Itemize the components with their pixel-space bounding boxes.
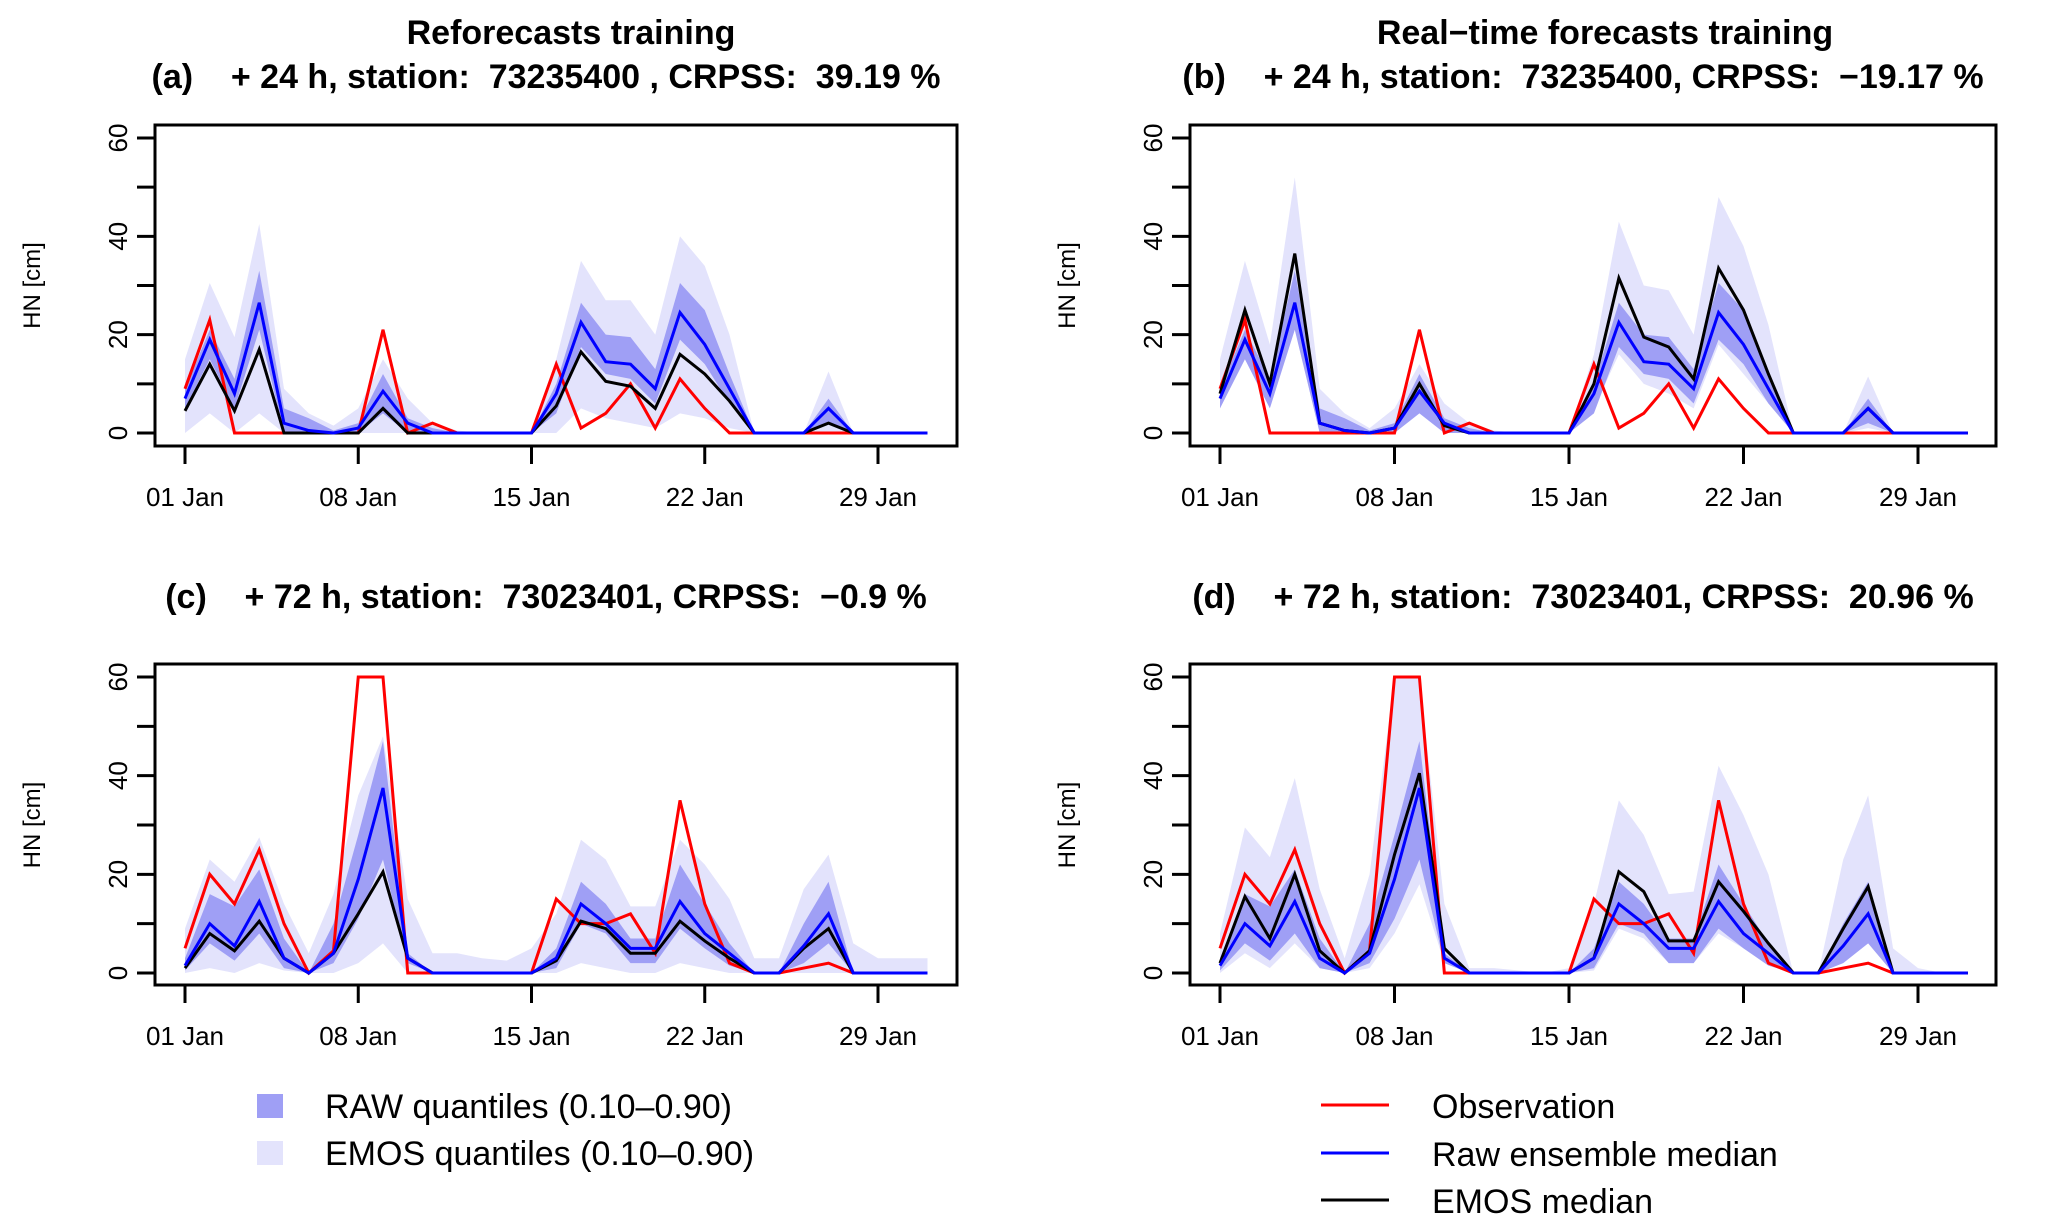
raw-quantile-band	[185, 741, 928, 973]
raw-median-line	[183, 787, 928, 975]
raw-median-line	[1218, 787, 1968, 975]
legend-lines: Observation Raw ensemble median EMOS med…	[1321, 1088, 1778, 1221]
y-tick-label: 20	[103, 860, 133, 889]
panel-title: (c) + 72 h, station: 73023401, CRPSS: −0…	[165, 578, 927, 616]
raw-quantile-band	[1220, 270, 1968, 433]
emos-quantile-band	[1220, 677, 1968, 973]
y-axis-label: HN [cm]	[1054, 782, 1081, 869]
x-tick-label: 08 Jan	[1355, 482, 1433, 512]
y-tick-label: 60	[103, 124, 133, 153]
x-tick-label: 01 Jan	[1181, 1021, 1259, 1051]
y-axis-label: HN [cm]	[19, 782, 46, 869]
y-axis-label: HN [cm]	[1054, 242, 1081, 329]
x-tick-label: 29 Jan	[839, 482, 917, 512]
legend-label-raw-median: Raw ensemble median	[1432, 1136, 1778, 1174]
y-tick-label: 40	[103, 761, 133, 790]
x-tick-label: 29 Jan	[839, 1021, 917, 1051]
panel-title: (a) + 24 h, station: 73235400 , CRPSS: 3…	[152, 58, 941, 96]
x-tick-label: 22 Jan	[666, 482, 744, 512]
y-tick-label: 0	[103, 426, 133, 440]
y-tick-label: 40	[1138, 222, 1168, 251]
y-tick-label: 20	[1138, 860, 1168, 889]
legend-swatch-raw-quantiles	[257, 1094, 283, 1118]
x-tick-label: 29 Jan	[1879, 1021, 1957, 1051]
x-tick-label: 15 Jan	[492, 482, 570, 512]
y-tick-label: 0	[1138, 966, 1168, 980]
y-tick-label: 0	[1138, 426, 1168, 440]
panel-b: (b) + 24 h, station: 73235400, CRPSS: −1…	[1054, 58, 1998, 512]
y-tick-label: 60	[103, 663, 133, 692]
x-tick-label: 22 Jan	[1704, 482, 1782, 512]
x-tick-label: 08 Jan	[319, 482, 397, 512]
x-tick-label: 01 Jan	[146, 1021, 224, 1051]
panel-a: (a) + 24 h, station: 73235400 , CRPSS: 3…	[19, 58, 959, 512]
legend-label-observation: Observation	[1432, 1088, 1615, 1126]
y-tick-label: 20	[1138, 320, 1168, 349]
column-title-left: Reforecasts training	[407, 14, 736, 52]
panel-c: (c) + 72 h, station: 73023401, CRPSS: −0…	[19, 578, 959, 1051]
y-axis-label: HN [cm]	[19, 242, 46, 329]
x-tick-label: 15 Jan	[492, 1021, 570, 1051]
panel-title: (b) + 24 h, station: 73235400, CRPSS: −1…	[1182, 58, 1983, 96]
column-title-right: Real−time forecasts training	[1377, 14, 1833, 52]
x-tick-label: 29 Jan	[1879, 482, 1957, 512]
x-tick-label: 15 Jan	[1530, 482, 1608, 512]
x-tick-label: 08 Jan	[319, 1021, 397, 1051]
legend-label-emos-median: EMOS median	[1432, 1183, 1653, 1221]
y-tick-label: 60	[1138, 124, 1168, 153]
panel-title: (d) + 72 h, station: 73023401, CRPSS: 20…	[1192, 578, 1973, 616]
raw-quantile-band	[1220, 741, 1968, 973]
x-tick-label: 22 Jan	[666, 1021, 744, 1051]
raw-median-line	[1218, 302, 1968, 435]
y-tick-label: 40	[103, 222, 133, 251]
x-tick-label: 01 Jan	[1181, 482, 1259, 512]
x-tick-label: 08 Jan	[1355, 1021, 1433, 1051]
x-tick-label: 22 Jan	[1704, 1021, 1782, 1051]
x-tick-label: 01 Jan	[146, 482, 224, 512]
raw-median-line	[183, 302, 928, 435]
y-tick-label: 60	[1138, 663, 1168, 692]
panel-d: (d) + 72 h, station: 73023401, CRPSS: 20…	[1054, 578, 1998, 1051]
legend-label-emos-quantiles: EMOS quantiles (0.10–0.90)	[325, 1135, 754, 1173]
y-tick-label: 20	[103, 320, 133, 349]
y-tick-label: 40	[1138, 761, 1168, 790]
x-tick-label: 15 Jan	[1530, 1021, 1608, 1051]
legend-label-raw-quantiles: RAW quantiles (0.10–0.90)	[325, 1088, 732, 1126]
y-tick-label: 0	[103, 966, 133, 980]
legend-fills: RAW quantiles (0.10–0.90) EMOS quantiles…	[257, 1088, 754, 1173]
legend-swatch-emos-quantiles	[257, 1141, 283, 1165]
raw-quantile-band	[185, 270, 928, 433]
